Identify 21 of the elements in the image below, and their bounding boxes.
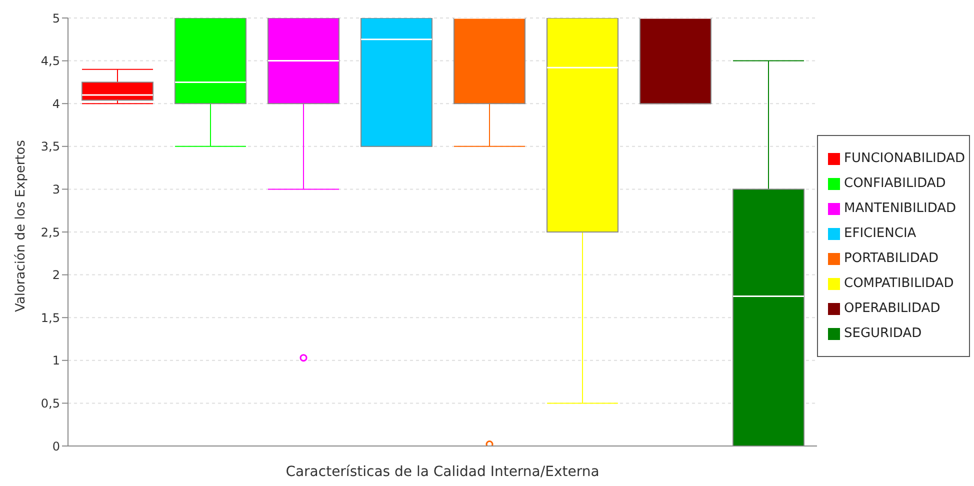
x-axis-title: Características de la Calidad Interna/Externa	[286, 464, 600, 480]
y-tick-label: 1	[52, 354, 60, 368]
y-tick-label: 0,5	[40, 396, 60, 410]
legend-label: OPERABILIDAD	[844, 300, 940, 318]
y-tick-label: 1,5	[40, 310, 60, 325]
y-tick-label: 0	[52, 439, 60, 454]
y-tick-label: 4,5	[40, 54, 60, 68]
legend-label: EFICIENCIA	[844, 225, 916, 243]
legend-label: CONFIABILIDAD	[844, 175, 946, 193]
legend-label: MANTENIBILIDAD	[844, 200, 956, 218]
y-tick-label: 4	[52, 96, 60, 111]
legend-label: COMPATIBILIDAD	[844, 275, 954, 293]
legend-label: FUNCIONABILIDAD	[844, 150, 965, 168]
y-tick-label: 3,5	[40, 140, 60, 154]
legend-label: PORTABILIDAD	[844, 250, 938, 268]
y-tick-label: 2,5	[40, 225, 60, 240]
y-tick-label: 5	[52, 11, 60, 26]
y-tick-label: 3	[52, 182, 60, 196]
y-axis-title: Valoración de los Expertos	[14, 140, 29, 312]
y-tick-label: 2	[52, 268, 60, 282]
legend-label: SEGURIDAD	[844, 325, 922, 343]
